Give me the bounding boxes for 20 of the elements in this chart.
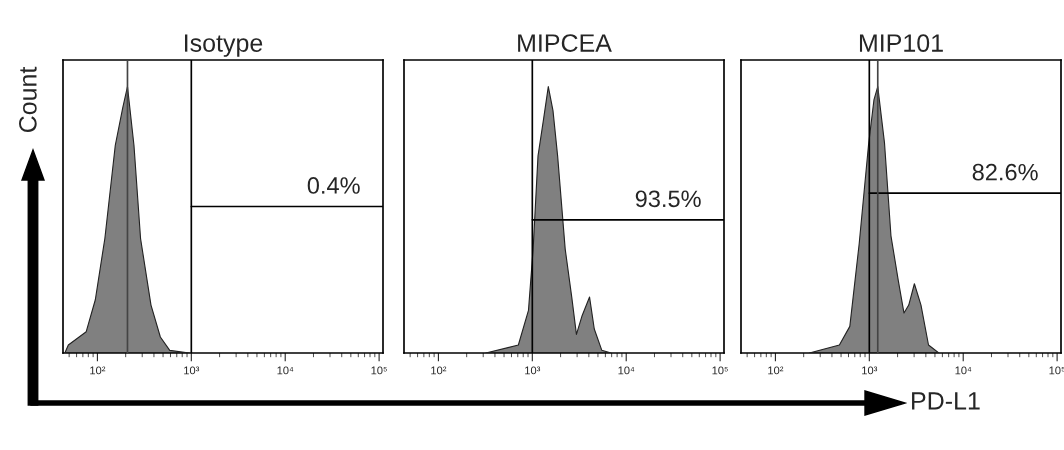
x-tick-label: 10² bbox=[431, 366, 447, 375]
x-tick-label: 10³ bbox=[862, 366, 878, 375]
x-tick-label: 10⁴ bbox=[277, 366, 294, 375]
chart-title: Isotype bbox=[185, 34, 263, 57]
x-tick-label: 10⁵ bbox=[712, 366, 728, 375]
x-tick-label: 10⁵ bbox=[371, 366, 387, 375]
x-tick-label: 10² bbox=[768, 366, 784, 375]
x-tick-label: 10³ bbox=[525, 366, 541, 375]
chart-title: MIP101 bbox=[859, 34, 943, 52]
x-tick-label: 10⁴ bbox=[955, 366, 972, 375]
x-axis-title: PD-L1 bbox=[912, 392, 980, 410]
annotation: 82.6% bbox=[972, 163, 1038, 181]
annotation: 93.5% bbox=[635, 190, 701, 208]
x-tick-label: 10⁵ bbox=[1049, 366, 1064, 375]
annotation: 0.4% bbox=[307, 177, 360, 194]
x-tick-label: 10³ bbox=[184, 366, 200, 375]
y-axis-title: Count bbox=[19, 66, 37, 133]
x-tick-label: 10⁴ bbox=[618, 366, 635, 375]
x-tick-label: 10² bbox=[90, 366, 106, 375]
chart-title: MIPCEA bbox=[518, 34, 612, 52]
